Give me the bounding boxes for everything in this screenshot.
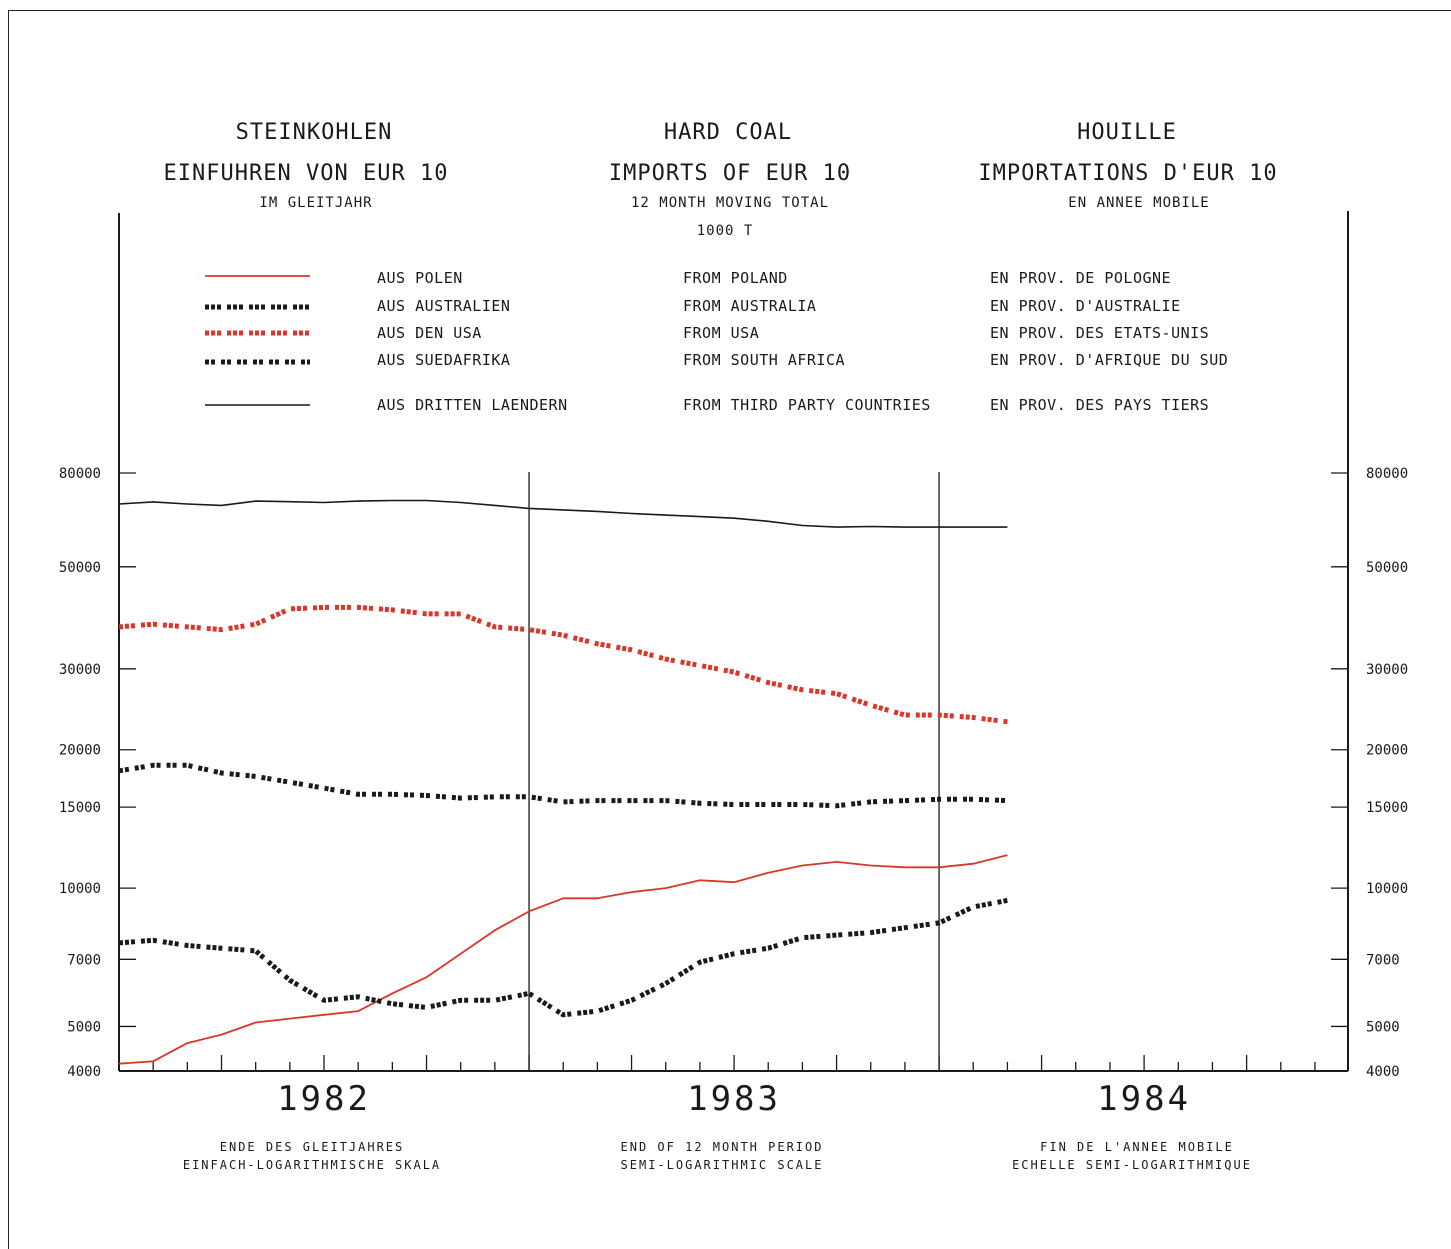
x-period-label-1983: 1983: [687, 1079, 781, 1119]
legend-label-en-poland: FROM POLAND: [683, 269, 788, 287]
subtitle-fr: IMPORTATIONS D'EUR 10: [978, 161, 1278, 186]
footer-de-line2: EINFACH-LOGARITHMISCHE SKALA: [182, 1158, 442, 1172]
legend-label-fr-usa: EN PROV. DES ETATS-UNIS: [990, 324, 1210, 342]
y-tick-label-right-5: 10000: [1366, 881, 1408, 897]
y-tick-label-left-8: 4000: [67, 1064, 101, 1080]
footer-fr-line1: FIN DE L'ANNEE MOBILE: [1040, 1140, 1234, 1154]
legend-label-de-south-africa: AUS SUEDAFRIKA: [377, 351, 511, 369]
legend-label-en-south-africa: FROM SOUTH AFRICA: [683, 351, 846, 369]
title-fr: HOUILLE: [1077, 120, 1177, 145]
legend-label-fr-australia: EN PROV. D'AUSTRALIE: [990, 297, 1181, 315]
legend-label-de-poland: AUS POLEN: [377, 269, 463, 287]
subtitle-en: IMPORTS OF EUR 10: [608, 161, 852, 186]
note-en: 12 MONTH MOVING TOTAL: [630, 195, 830, 211]
subtitle-de: EINFUHREN VON EUR 10: [163, 161, 449, 186]
y-tick-label-right-1: 50000: [1366, 560, 1408, 576]
frame-border-top: [8, 10, 1451, 11]
series-layer: [118, 499, 1008, 1065]
y-tick-label-right-4: 15000: [1366, 800, 1408, 816]
note-fr: EN ANNEE MOBILE: [1068, 195, 1210, 211]
legend-label-de-usa: AUS DEN USA: [377, 324, 482, 342]
y-tick-label-right-2: 30000: [1366, 662, 1408, 678]
series-line-4: [118, 499, 1008, 528]
y-tick-label-left-3: 20000: [59, 743, 101, 759]
y-tick-label-right-0: 80000: [1366, 466, 1408, 482]
footer-en-line1: END OF 12 MONTH PERIOD: [620, 1140, 824, 1154]
y-tick-label-left-2: 30000: [59, 662, 101, 678]
y-tick-label-right-7: 5000: [1366, 1019, 1400, 1035]
x-period-label-1982: 1982: [277, 1079, 371, 1119]
y-tick-label-left-5: 10000: [59, 881, 101, 897]
y-tick-label-left-6: 7000: [67, 952, 101, 968]
series-line-2: [118, 604, 1008, 725]
title-en: HARD COAL: [663, 120, 793, 145]
y-tick-label-right-8: 4000: [1366, 1064, 1400, 1080]
series-line-0: [118, 854, 1008, 1065]
y-tick-label-left-0: 80000: [59, 466, 101, 482]
legend-label-de-australia: AUS AUSTRALIEN: [377, 297, 511, 315]
legend-swatches: [205, 275, 310, 406]
title-de: STEINKOHLEN: [235, 120, 393, 145]
axes-group: 80000 80000 50000 50000 30000 30000 20000 20000…: [59, 211, 1408, 1119]
y-tick-label-left-7: 5000: [67, 1019, 101, 1035]
legend-label-de-third-party: AUS DRITTEN LAENDERN: [377, 396, 568, 414]
legend-label-en-usa: FROM USA: [683, 324, 760, 342]
legend-label-en-third-party: FROM THIRD PARTY COUNTRIES: [683, 396, 931, 414]
y-tick-label-right-6: 7000: [1366, 952, 1400, 968]
y-tick-label-left-4: 15000: [59, 800, 101, 816]
y-tick-label-right-3: 20000: [1366, 743, 1408, 759]
legend-label-fr-third-party: EN PROV. DES PAYS TIERS: [990, 396, 1210, 414]
footer-fr-line2: ECHELLE SEMI-LOGARITHMIQUE: [1012, 1158, 1252, 1172]
legend-label-fr-poland: EN PROV. DE POLOGNE: [990, 269, 1172, 287]
unit-label: 1000 T: [696, 223, 754, 239]
series-line-3: [118, 762, 1008, 809]
x-period-label-1984: 1984: [1097, 1079, 1191, 1119]
series-line-1: [118, 897, 1008, 1018]
footer-en-line2: SEMI-LOGARITHMIC SCALE: [620, 1158, 824, 1172]
footer-de-line1: ENDE DES GLEITJAHRES: [219, 1140, 405, 1154]
note-de: IM GLEITJAHR: [259, 195, 373, 211]
frame-border-left: [8, 10, 9, 1249]
y-tick-label-left-1: 50000: [59, 560, 101, 576]
legend-label-fr-south-africa: EN PROV. D'AFRIQUE DU SUD: [990, 351, 1229, 369]
legend-label-en-australia: FROM AUSTRALIA: [683, 297, 817, 315]
